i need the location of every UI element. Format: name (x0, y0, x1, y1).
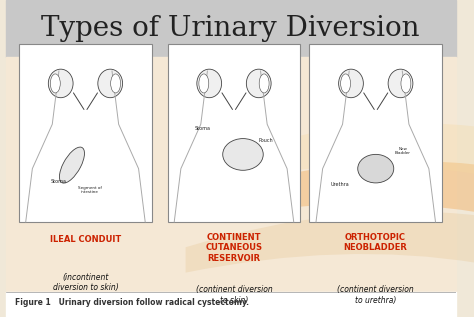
Bar (6, 0, 456, 57)
Text: Pouch: Pouch (258, 138, 273, 143)
Text: (incontinent
diversion to skin): (incontinent diversion to skin) (53, 273, 118, 292)
Ellipse shape (401, 74, 411, 93)
Ellipse shape (110, 74, 120, 93)
Text: CONTINENT
CUTANEOUS
RESERVOIR: CONTINENT CUTANEOUS RESERVOIR (206, 233, 263, 263)
FancyBboxPatch shape (310, 44, 442, 222)
PathPatch shape (186, 212, 474, 273)
Ellipse shape (50, 74, 60, 93)
Text: Stoma: Stoma (194, 126, 210, 131)
Ellipse shape (59, 147, 84, 183)
Bar (6, 57, 456, 317)
Ellipse shape (246, 69, 271, 98)
Ellipse shape (259, 74, 269, 93)
FancyBboxPatch shape (19, 44, 152, 222)
Ellipse shape (341, 74, 351, 93)
FancyBboxPatch shape (168, 44, 301, 222)
Ellipse shape (98, 69, 123, 98)
Ellipse shape (388, 69, 413, 98)
PathPatch shape (208, 161, 474, 222)
Text: Types of Urinary Diversion: Types of Urinary Diversion (41, 15, 420, 42)
Text: (continent diversion
to skin): (continent diversion to skin) (196, 285, 273, 305)
Text: ILEAL CONDUIT: ILEAL CONDUIT (50, 235, 121, 243)
Text: (continent diversion
to urethra): (continent diversion to urethra) (337, 285, 414, 305)
Text: New
Bladder: New Bladder (395, 147, 411, 155)
Text: ORTHOTOPIC
NEOBLADDER: ORTHOTOPIC NEOBLADDER (344, 233, 408, 252)
Ellipse shape (48, 69, 73, 98)
Text: Urethra: Urethra (330, 182, 349, 187)
Text: Segment of
intestine: Segment of intestine (78, 186, 102, 195)
Ellipse shape (197, 69, 222, 98)
Text: Stoma: Stoma (50, 179, 66, 184)
PathPatch shape (231, 123, 474, 184)
Ellipse shape (223, 139, 263, 170)
Ellipse shape (338, 69, 364, 98)
Bar (6, 292, 456, 317)
Text: Figure 1   Urinary diversion follow radical cystectomy.: Figure 1 Urinary diversion follow radica… (15, 298, 248, 307)
Ellipse shape (199, 74, 209, 93)
Ellipse shape (358, 154, 394, 183)
